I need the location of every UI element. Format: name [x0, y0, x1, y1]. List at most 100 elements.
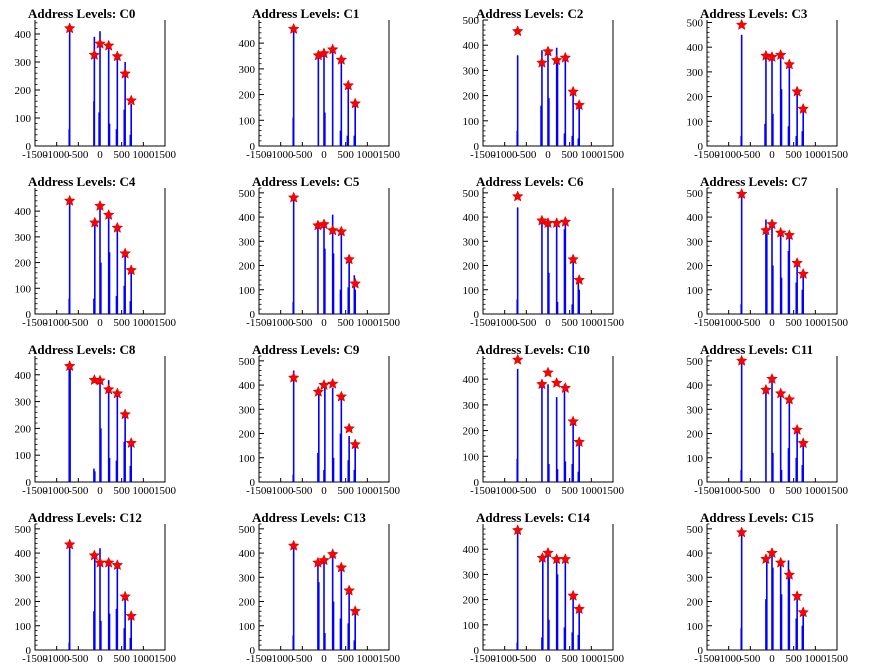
- y-tick-label: 200: [463, 595, 480, 607]
- peak-marker: [349, 605, 362, 617]
- peak-marker: [559, 215, 572, 227]
- peak-marker: [573, 603, 586, 615]
- peak-marker: [774, 226, 787, 238]
- peak-marker: [797, 606, 810, 618]
- x-tick-label: 1500: [826, 149, 849, 161]
- x-tick-label: -500: [516, 317, 537, 329]
- y-tick-label: 500: [15, 524, 32, 536]
- x-tick-label: 500: [113, 149, 130, 161]
- peak-marker: [791, 256, 803, 269]
- peak-marker: [326, 224, 339, 236]
- peak-marker: [766, 50, 778, 63]
- peak-marker: [119, 67, 131, 79]
- peak-marker: [559, 51, 572, 63]
- peak-marker: [766, 372, 778, 384]
- peak-marker: [797, 437, 810, 449]
- x-tick-label: 1000: [132, 317, 155, 329]
- peak-marker: [760, 383, 772, 395]
- y-tick-label: 100: [239, 621, 256, 633]
- y-tick-label: 300: [463, 569, 480, 581]
- chart-title: Address Levels: C15: [700, 510, 814, 525]
- y-tick-label: 300: [687, 572, 704, 584]
- peak-marker: [318, 378, 330, 391]
- chart-title: Address Levels: C7: [700, 174, 808, 189]
- y-tick-label: 100: [463, 620, 480, 632]
- y-tick-label: 300: [687, 404, 704, 416]
- x-tick-label: 1500: [602, 149, 625, 161]
- y-tick-label: 300: [687, 236, 704, 248]
- x-tick-label: 500: [785, 653, 802, 665]
- x-tick-label: 0: [769, 485, 775, 497]
- y-tick-label: 500: [687, 356, 704, 368]
- peak-marker: [287, 191, 300, 203]
- y-tick-label: 100: [463, 285, 480, 297]
- peak-marker: [783, 393, 796, 405]
- peak-marker: [511, 190, 524, 202]
- x-tick-label: 1500: [602, 485, 625, 497]
- x-tick-label: -500: [516, 485, 537, 497]
- peak-marker: [119, 590, 131, 602]
- y-tick-label: 500: [239, 188, 256, 200]
- x-tick-label: 1000: [356, 653, 379, 665]
- peak-marker: [88, 48, 101, 60]
- peak-marker: [791, 423, 803, 435]
- y-tick-label: 300: [239, 404, 256, 416]
- peak-marker: [63, 22, 76, 34]
- y-tick-label: 400: [463, 544, 480, 556]
- x-tick-label: -1000: [44, 653, 70, 665]
- x-tick-label: 0: [545, 317, 551, 329]
- y-tick-label: 200: [463, 91, 480, 103]
- y-tick-label: 500: [239, 356, 256, 368]
- chart-panel-c4: Address Levels: C4 0 100 200 300 400 -1500 -100…: [0, 168, 224, 336]
- x-tick-label: 0: [321, 317, 327, 329]
- chart-svg: 0 100 200 300 400 -1500-1000-500 0 500 1000 1500: [463, 353, 625, 497]
- x-tick-label: 500: [785, 317, 802, 329]
- peak-marker: [343, 422, 355, 434]
- peak-marker: [318, 554, 330, 566]
- y-tick-label: 0: [698, 309, 704, 321]
- peak-marker: [102, 39, 115, 51]
- y-tick-label: 0: [250, 645, 256, 657]
- peak-marker: [94, 199, 106, 211]
- peak-marker: [349, 277, 362, 289]
- peak-marker: [735, 18, 748, 30]
- peak-marker: [335, 390, 348, 402]
- y-tick-label: 0: [26, 309, 32, 321]
- y-tick-label: 300: [15, 57, 32, 69]
- y-tick-label: 0: [250, 141, 256, 153]
- x-tick-label: 1000: [804, 317, 827, 329]
- y-tick-label: 300: [687, 67, 704, 79]
- chart-panel-c14: Address Levels: C14 0 100 200 300 400 -1500 -10…: [448, 504, 672, 672]
- x-tick-label: 0: [769, 317, 775, 329]
- chart-svg: 0 100 200 300 400 -1500-1000-500 0 500 1000 1500: [15, 188, 177, 329]
- x-tick-label: 500: [337, 485, 354, 497]
- peak-marker: [102, 556, 115, 568]
- y-tick-label: 0: [474, 141, 480, 153]
- x-tick-label: -500: [292, 485, 313, 497]
- y-tick-label: 200: [463, 261, 480, 273]
- x-tick-label: -500: [68, 317, 89, 329]
- x-tick-label: 1000: [804, 485, 827, 497]
- peak-marker: [326, 548, 339, 560]
- x-tick-label: -1500: [246, 485, 272, 497]
- x-tick-label: 500: [337, 653, 354, 665]
- chart-title: Address Levels: C11: [700, 342, 814, 357]
- y-tick-label: 400: [239, 212, 256, 224]
- y-tick-label: 100: [463, 116, 480, 128]
- chart-panel-c8: Address Levels: C8 0 100 200 300 400 -1500 -100…: [0, 336, 224, 504]
- chart-panel-c5: Address Levels: C5 0 100 200 300 400 500 -1500-…: [224, 168, 448, 336]
- peak-marker: [125, 264, 138, 276]
- y-tick-label: 0: [250, 477, 256, 489]
- chart-title: Address Levels: C0: [28, 6, 136, 21]
- x-tick-label: 0: [97, 653, 103, 665]
- chart-panel-c10: Address Levels: C10 0 100 200 300 400 -1500 -10…: [448, 336, 672, 504]
- peak-marker: [94, 374, 106, 386]
- x-tick-label: 1000: [132, 653, 155, 665]
- peak-marker: [791, 85, 803, 97]
- x-tick-label: -1000: [716, 317, 742, 329]
- y-tick-label: 100: [687, 285, 704, 297]
- x-tick-label: -500: [292, 653, 313, 665]
- x-tick-label: 0: [545, 149, 551, 161]
